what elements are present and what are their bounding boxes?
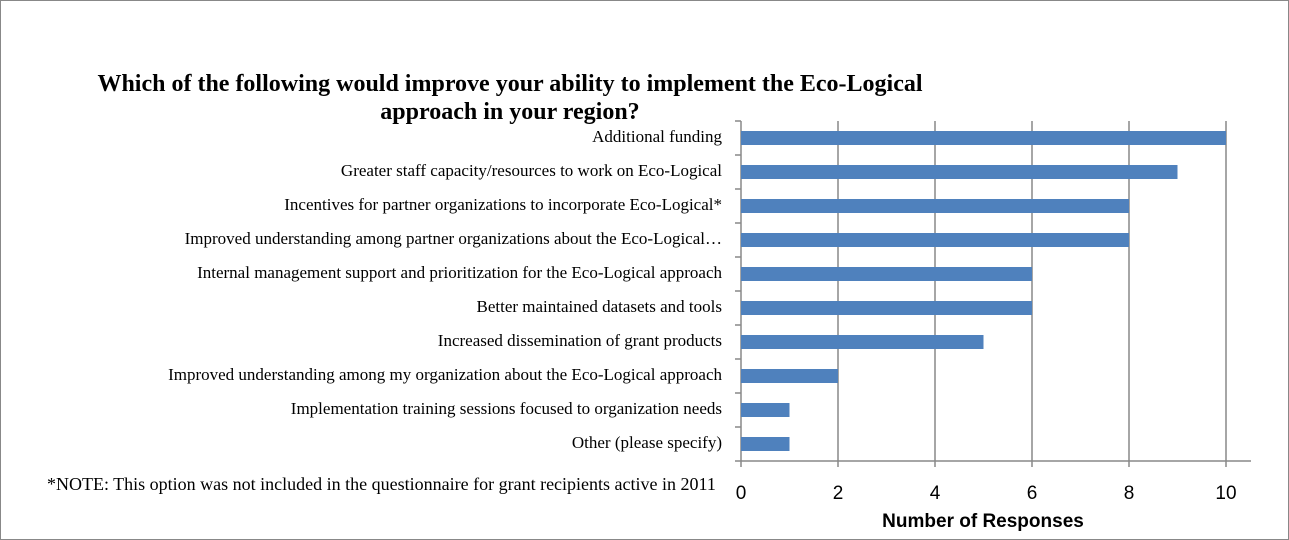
x-tick-label: 8 <box>1124 483 1135 504</box>
bar <box>741 199 1129 213</box>
bar <box>741 233 1129 247</box>
x-tick-label: 2 <box>833 483 844 504</box>
y-tick-label: Improved understanding among my organiza… <box>168 365 722 384</box>
x-tick-label: 0 <box>736 483 747 504</box>
y-tick-label: Other (please specify) <box>572 433 722 452</box>
bar <box>741 301 1032 315</box>
y-tick-label: Improved understanding among partner org… <box>185 229 722 248</box>
bar <box>741 369 838 383</box>
x-tick-label: 10 <box>1215 483 1236 504</box>
chart-title: Which of the following would improve you… <box>97 71 923 125</box>
y-tick-label: Internal management support and prioriti… <box>197 263 722 282</box>
bar <box>741 165 1178 179</box>
bar <box>741 131 1226 145</box>
bar <box>741 267 1032 281</box>
y-tick-label: Greater staff capacity/resources to work… <box>341 161 722 180</box>
y-tick-label: Incentives for partner organizations to … <box>284 195 722 214</box>
x-tick-label: 4 <box>930 483 941 504</box>
y-tick-label: Additional funding <box>592 127 722 146</box>
x-axis-label: Number of Responses <box>882 511 1084 532</box>
bar <box>741 335 984 349</box>
note: *NOTE: This option was not included in t… <box>47 474 716 494</box>
y-tick-label: Better maintained datasets and tools <box>477 297 723 316</box>
bar <box>741 437 790 451</box>
x-tick-label: 6 <box>1027 483 1038 504</box>
y-tick-label: Implementation training sessions focused… <box>291 399 722 418</box>
y-tick-label: Increased dissemination of grant product… <box>438 331 722 350</box>
bar <box>741 403 790 417</box>
